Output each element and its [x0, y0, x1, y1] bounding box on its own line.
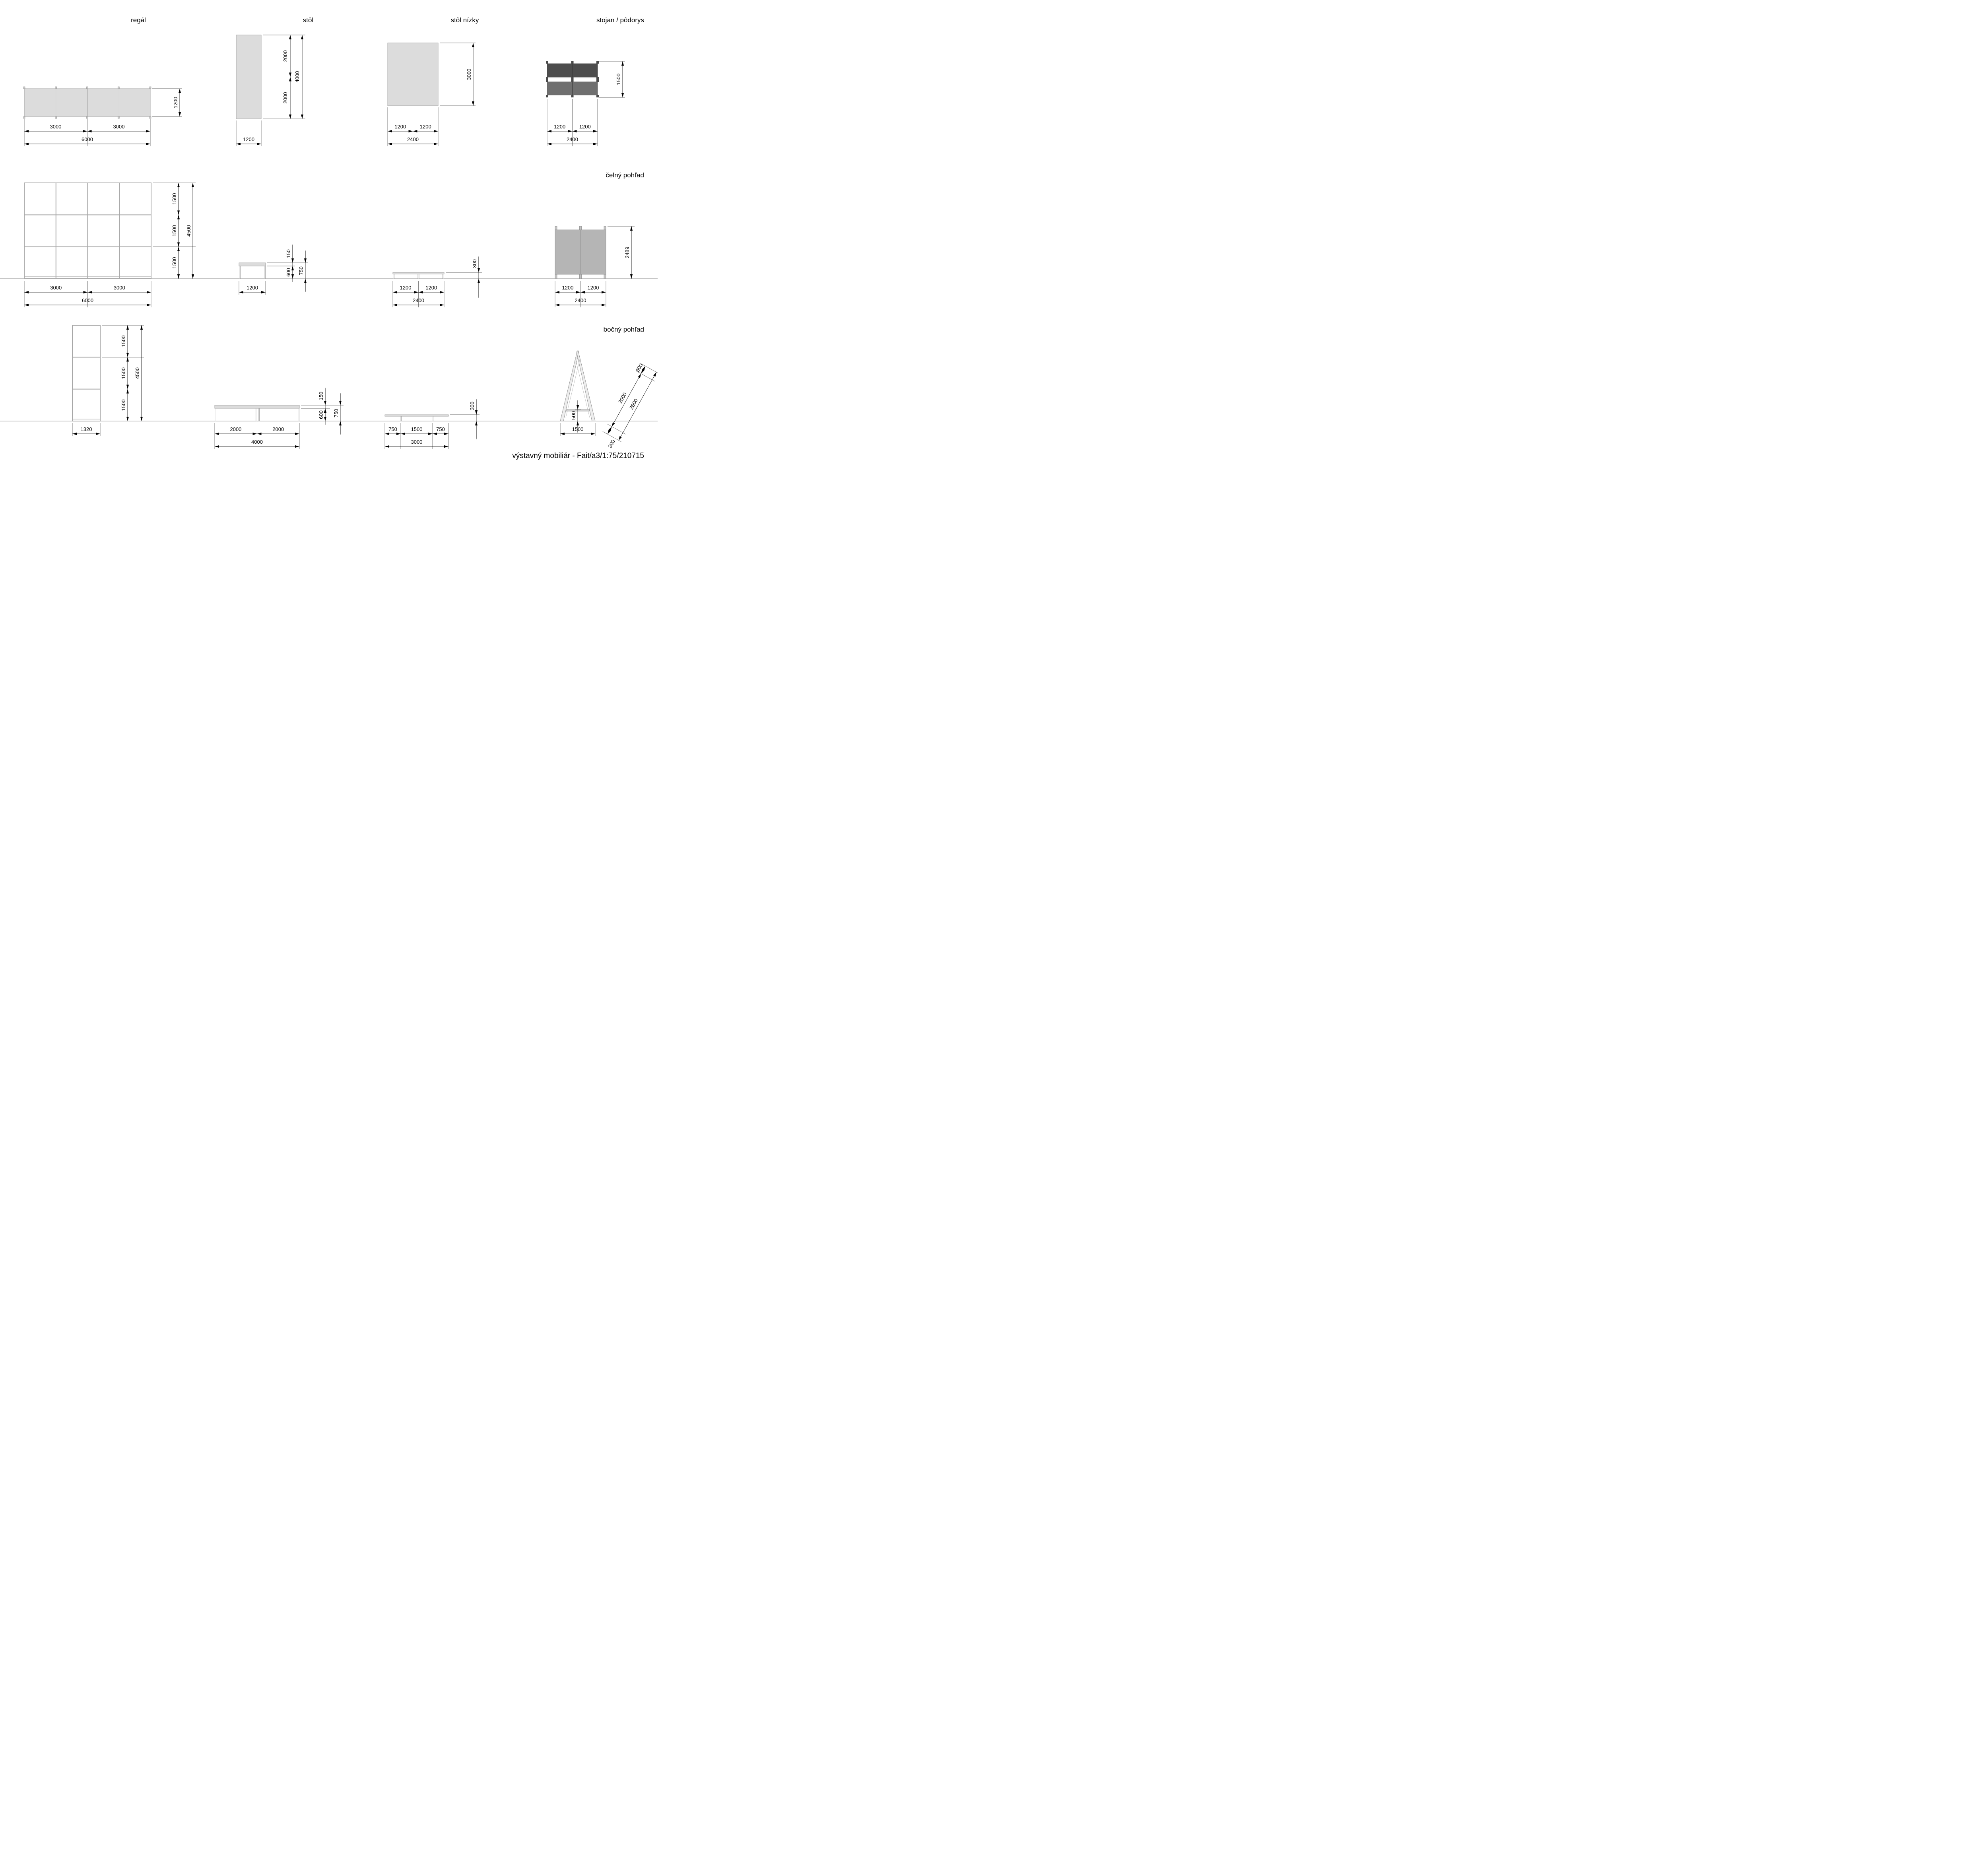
dim-stol-side-seg1: 2000	[230, 426, 242, 432]
dim-stol-side-total-height: 750	[333, 409, 339, 417]
dim-stol-side-leg-height: 600	[318, 410, 324, 419]
stol-nizky-side-extension-lines	[384, 414, 480, 449]
stojan-side-right-leg	[576, 350, 596, 421]
dim-regal-plan-bay1: 3000	[50, 124, 62, 130]
regal-plan-posts	[23, 86, 151, 119]
dim-stojan-side-seg-bottom: 300	[607, 439, 616, 449]
dim-stol-nizky-plan-length: 3000	[466, 69, 472, 80]
dim-regal-front-bay1: 3000	[50, 285, 62, 291]
dim-stol-front-total-height: 750	[298, 266, 304, 275]
stol-nizky-plan-view: 3000 1200 1200 2400	[387, 43, 476, 146]
stojan-side-extension-lines	[560, 409, 596, 436]
stol-nizky-side-view: 300 750 1500 750 3000	[384, 399, 480, 449]
label-side-view: bočný pohľad	[604, 326, 644, 333]
dim-regal-plan-total: 6000	[82, 136, 93, 142]
stojan-plan-view: 1500 1200 1200 2400	[546, 61, 625, 146]
regal-front-extension-lines	[24, 183, 196, 307]
regal-side-extension-lines	[72, 325, 144, 436]
dim-stol-plan-seg1: 2000	[282, 50, 288, 62]
dim-stojan-plan-depth: 1500	[615, 74, 621, 85]
dim-stojan-side-seg-total: 2600	[628, 398, 639, 411]
stojan-front-extension-lines	[555, 226, 635, 307]
stojan-plan-extension-lines	[547, 61, 625, 146]
dim-regal-side-total-height: 4500	[134, 367, 140, 379]
stol-front-top	[239, 262, 266, 266]
dim-regal-side-level2: 1500	[120, 367, 126, 379]
dim-stol-side-top-thickness: 150	[318, 392, 324, 400]
dim-stojan-side-base-width: 1500	[572, 426, 584, 432]
dim-stol-plan-seg2: 2000	[282, 92, 288, 104]
title-stol: stôl	[303, 16, 313, 24]
dim-stol-side-seg2: 2000	[272, 426, 284, 432]
dim-regal-front-level3: 1500	[171, 257, 177, 269]
regal-front-view: 1500 1500 1500 4500 3000 3000 6000	[24, 183, 196, 307]
dim-stol-nizky-plan-half2: 1200	[420, 124, 431, 130]
drawing-sheet: regál stôl stôl nízky stojan / pôdorys č…	[0, 0, 658, 465]
stojan-front-view: 2489 1200 1200 2400	[555, 226, 635, 307]
stol-nizky-front-top	[392, 272, 445, 274]
dim-stol-nizky-plan-half1: 1200	[394, 124, 406, 130]
regal-plan-view: 1200 3000 3000 6000	[23, 86, 182, 146]
dim-stol-nizky-side-overhang2: 750	[436, 426, 445, 432]
dim-regal-plan-depth: 1200	[173, 97, 179, 109]
sheet-title: výstavný mobiliár - Fait/a3/1:75/210715	[512, 452, 644, 460]
dim-stol-nizky-plan-total: 2400	[407, 136, 419, 142]
title-regal: regál	[131, 16, 146, 24]
dim-regal-side-level3: 1500	[120, 400, 126, 411]
dim-stojan-plan-half2: 1200	[579, 124, 591, 130]
regal-side-view: 1500 1500 1500 4500 1320	[72, 325, 144, 436]
stol-nizky-side-top	[384, 414, 449, 417]
dim-stol-nizky-front-height: 300	[472, 259, 478, 268]
stol-nizky-front-extension-lines	[392, 272, 482, 307]
dim-stol-nizky-front-total: 2400	[413, 297, 424, 303]
dim-regal-front-total-height: 4500	[186, 225, 192, 237]
dim-stol-front-top-thickness: 150	[285, 249, 291, 258]
dim-stol-front-leg-height: 600	[285, 268, 291, 277]
dim-stojan-side-seg-mid: 2000	[617, 391, 628, 404]
stol-nizky-plan-extension-lines	[387, 43, 476, 146]
title-stol-nizky: stôl nízky	[451, 16, 479, 24]
stol-side-view: 150 600 750 2000 2000 4000	[214, 388, 344, 449]
dim-stojan-front-total: 2400	[575, 297, 586, 303]
dim-stojan-plan-half1: 1200	[554, 124, 565, 130]
dim-regal-front-level2: 1500	[171, 225, 177, 237]
dim-regal-front-total-width: 6000	[82, 297, 93, 303]
dim-stol-nizky-side-height: 300	[469, 402, 475, 410]
dim-stojan-plan-total: 2400	[567, 136, 578, 142]
dim-stol-nizky-side-total: 3000	[411, 439, 423, 445]
drawing-svg: regál stôl stôl nízky stojan / pôdorys č…	[0, 16, 658, 460]
dim-regal-front-bay2: 3000	[114, 285, 125, 291]
dim-stol-nizky-front-half1: 1200	[400, 285, 412, 291]
dim-stojan-side-crossbar-height: 500	[571, 411, 577, 420]
stol-plan-extension-lines	[236, 35, 305, 146]
dim-regal-side-level1: 1500	[120, 336, 126, 347]
dim-stol-plan-total-length: 4000	[294, 71, 300, 83]
dim-regal-side-width: 1320	[81, 426, 92, 432]
stol-front-view: 150 600 750 1200	[239, 245, 308, 295]
stol-nizky-front-view: 300 1200 1200 2400	[392, 256, 482, 307]
dim-stol-plan-width: 1200	[243, 136, 254, 142]
dim-stol-nizky-side-span: 1500	[411, 426, 423, 432]
stojan-plan-posts	[546, 61, 599, 97]
dim-regal-front-level1: 1500	[171, 193, 177, 205]
regal-side-frame	[72, 325, 101, 421]
stol-plan-view: 2000 2000 4000 1200	[236, 35, 305, 146]
stojan-side-rotated-dims: 300 2000 2600 300	[602, 362, 658, 449]
dim-stol-nizky-front-half2: 1200	[425, 285, 437, 291]
dim-stojan-front-half2: 1200	[588, 285, 599, 291]
dim-stol-front-width: 1200	[247, 285, 258, 291]
dim-stol-side-total-length: 4000	[251, 439, 263, 445]
dim-stojan-front-half1: 1200	[562, 285, 574, 291]
regal-plan-extension-lines	[24, 88, 182, 146]
dim-stol-nizky-side-overhang1: 750	[388, 426, 397, 432]
label-front-view: čelný pohľad	[606, 171, 644, 179]
dim-stojan-front-height: 2489	[624, 247, 630, 258]
stojan-side-view: 500 1500 300 2000 2600 300	[560, 350, 658, 449]
dim-regal-plan-bay2: 3000	[113, 124, 125, 130]
title-stojan-podorys: stojan / pôdorys	[596, 16, 644, 24]
